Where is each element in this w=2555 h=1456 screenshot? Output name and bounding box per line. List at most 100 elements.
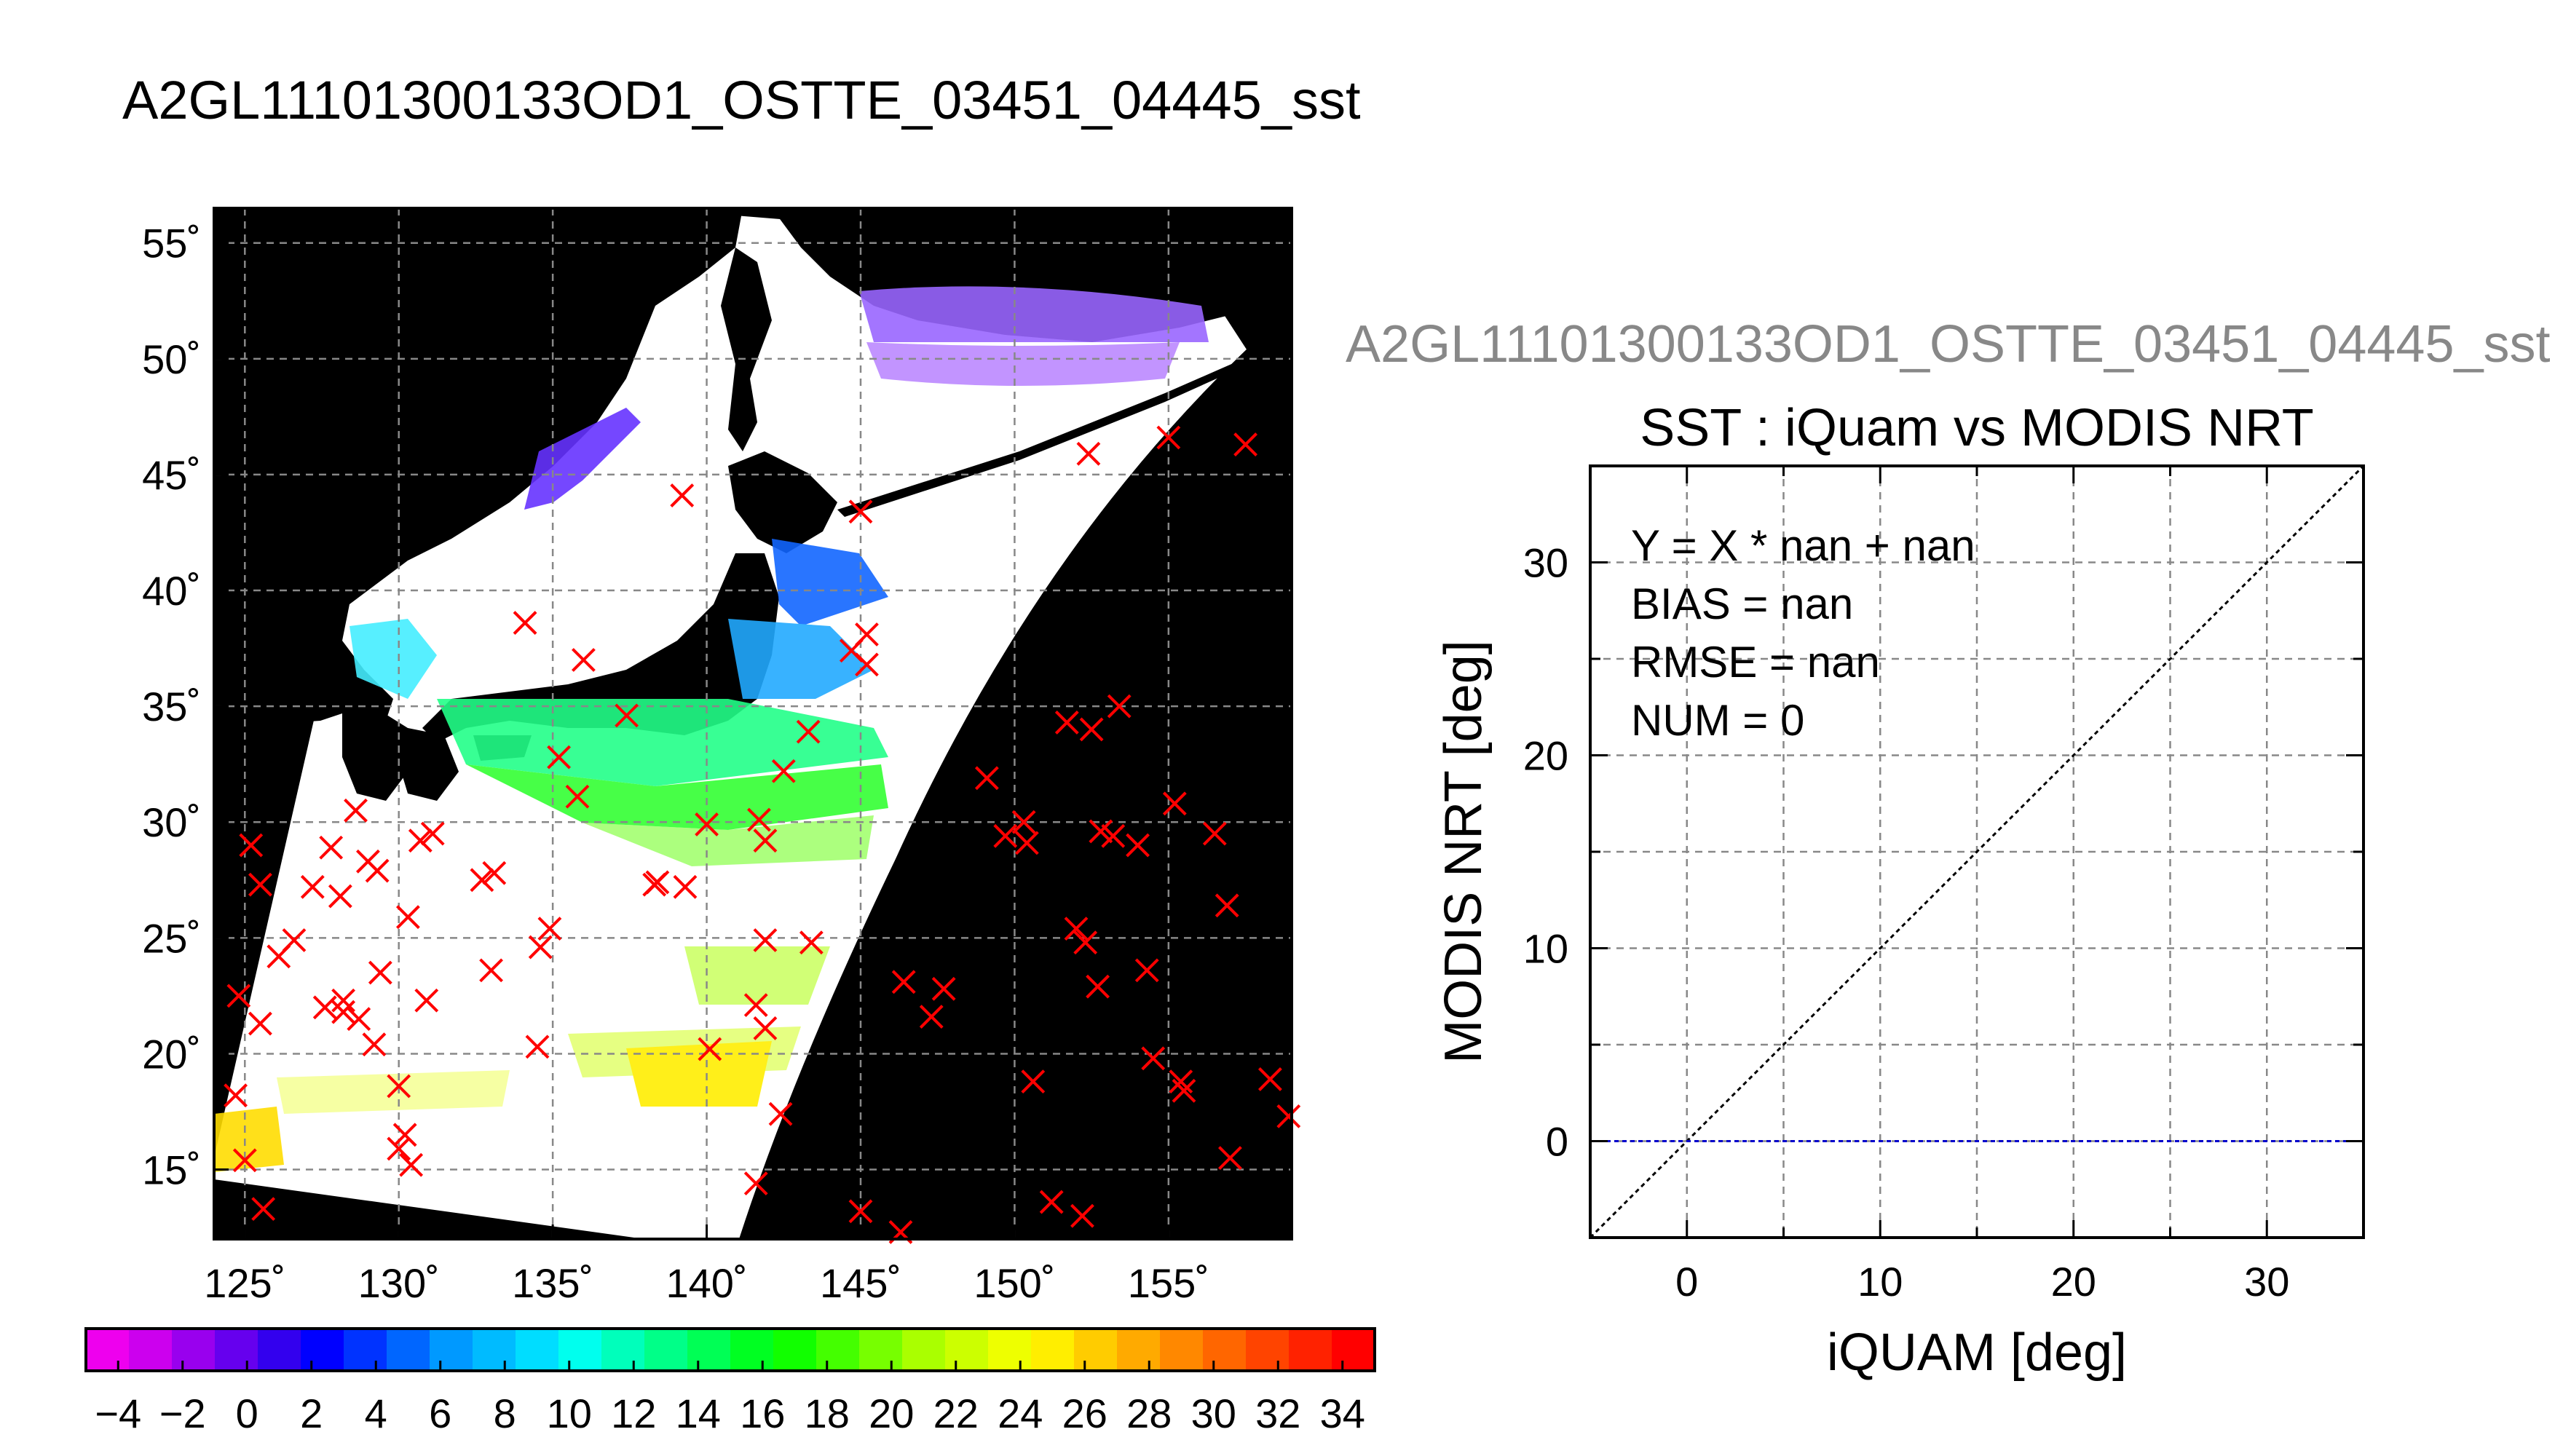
colorbar-cell	[1203, 1329, 1247, 1371]
iquam-point	[399, 1152, 424, 1177]
iquam-point	[408, 828, 433, 853]
colorbar-cell	[687, 1329, 731, 1371]
colorbar-cell	[988, 1329, 1032, 1371]
iquam-point	[525, 1034, 550, 1059]
map-iquam-points	[224, 425, 1301, 1244]
colorbar-tick-label: −2	[159, 1390, 206, 1436]
colorbar-cell	[129, 1329, 173, 1371]
colorbar-cell	[516, 1329, 559, 1371]
iquam-point	[1039, 1190, 1064, 1214]
iquam-point	[232, 1148, 257, 1173]
scatter-title: SST : iQuam vs MODIS NRT	[1640, 399, 2314, 457]
iquam-point	[1086, 974, 1110, 999]
scatter-y-tick-label: 30	[1523, 540, 1568, 586]
colorbar-tick-label: 34	[1320, 1390, 1365, 1436]
iquam-point	[673, 874, 698, 899]
iquam-point	[248, 1011, 272, 1036]
map-lat-tick-label: 25˚	[142, 915, 201, 961]
iquam-point	[645, 870, 670, 895]
iquam-point	[753, 1016, 778, 1040]
colorbar-frame	[84, 1327, 1376, 1372]
identity-line	[1589, 464, 2365, 1239]
map-lat-tick-label: 15˚	[142, 1147, 201, 1193]
colorbar-tick-label: 32	[1255, 1390, 1300, 1436]
colorbar-cell	[859, 1329, 903, 1371]
figure-title: A2GL11101300133OD1_OSTTE_03451_04445_sst	[122, 70, 1361, 130]
iquam-point	[1134, 958, 1159, 983]
iquam-point	[470, 868, 494, 893]
map-lat-tick-label: 55˚	[142, 221, 201, 266]
iquam-point	[572, 648, 596, 672]
iquam-point	[362, 1032, 387, 1057]
iquam-point	[482, 860, 507, 885]
scatter-stat-line: BIAS = nan	[1631, 579, 1853, 628]
scatter-x-tick-label: 10	[1857, 1259, 1903, 1305]
map-lat-tick-label: 35˚	[142, 684, 201, 729]
iquam-point	[931, 976, 956, 1001]
scatter-y-tick-label: 20	[1523, 733, 1568, 779]
map-lat-tick-label: 30˚	[142, 799, 201, 845]
scatter-stat-line: RMSE = nan	[1631, 638, 1880, 687]
iquam-point	[479, 958, 503, 983]
iquam-point	[1162, 791, 1187, 816]
colorbar-cell	[1160, 1329, 1204, 1371]
colorbar-cell	[1117, 1329, 1161, 1371]
scatter-x-tick-label: 0	[1675, 1259, 1698, 1305]
iquam-point	[743, 993, 768, 1018]
iquam-point	[670, 483, 695, 507]
scatter-x-ticks: 0 10 20 30	[1675, 466, 2289, 1305]
iquam-point	[239, 833, 264, 858]
map-lon-tick-label: 125˚	[204, 1260, 285, 1306]
scatter-stat-line: NUM = 0	[1631, 696, 1804, 745]
scatter-x-tick-label: 20	[2051, 1259, 2096, 1305]
iquam-point	[1126, 833, 1150, 858]
map-lon-tick-label: 140˚	[666, 1260, 748, 1306]
colorbar-tick-label: 16	[740, 1390, 785, 1436]
iquam-point	[387, 1074, 411, 1099]
iquam-point	[919, 1005, 944, 1029]
iquam-point	[414, 988, 439, 1013]
scatter-stats: Y = X * nan + nan BIAS = nan RMSE = nan NUM…	[1631, 521, 1975, 745]
iquam-point	[1011, 810, 1036, 834]
colorbar-cell	[601, 1329, 645, 1371]
iquam-point	[848, 1199, 873, 1224]
map-lon-tick-label: 150˚	[974, 1260, 1055, 1306]
colorbar-cell	[1289, 1329, 1332, 1371]
colorbar-tick-label: 0	[236, 1390, 258, 1436]
iquam-point	[1156, 425, 1181, 450]
iquam-point	[848, 499, 873, 524]
colorbar-cell	[387, 1329, 430, 1371]
scatter-ylabel: MODIS NRT [deg]	[1434, 640, 1493, 1064]
iquam-point	[1054, 710, 1079, 735]
colorbar-tick-label: 10	[547, 1390, 592, 1436]
iquam-point	[1257, 1067, 1282, 1091]
iquam-point	[1064, 917, 1089, 941]
colorbar-tick-label: 28	[1126, 1390, 1172, 1436]
iquam-point	[537, 917, 562, 941]
iquam-point	[615, 703, 639, 728]
colorbar-tick-label: 6	[429, 1390, 451, 1436]
colorbar-cell	[945, 1329, 989, 1371]
colorbar-cell	[473, 1329, 516, 1371]
colorbar-cell	[902, 1329, 946, 1371]
iquam-point	[993, 823, 1018, 848]
scatter-subtitle: A2GL11101300133OD1_OSTTE_03451_04445_sst	[1346, 315, 2551, 373]
map-panel: 125˚ 130˚ 135˚ 140˚ 145˚ 150˚ 155˚ 15˚ 20˚ 25˚ 30…	[142, 207, 1301, 1306]
colorbar-tick-label: 24	[998, 1390, 1043, 1436]
iquam-point	[328, 884, 352, 909]
map-lon-tick-label: 145˚	[820, 1260, 901, 1306]
iquam-point	[387, 1136, 411, 1161]
iquam-point	[331, 1000, 356, 1024]
iquam-point	[1021, 1069, 1046, 1094]
map-lon-tick-label: 155˚	[1128, 1260, 1209, 1306]
scatter-y-tick-label: 0	[1546, 1119, 1568, 1165]
iquam-point	[347, 1007, 371, 1032]
iquam-point	[420, 821, 445, 846]
map-lat-tick-label: 20˚	[142, 1031, 201, 1077]
colorbar-tick-label: 30	[1191, 1390, 1236, 1436]
iquam-point	[392, 1123, 417, 1147]
colorbar-cell	[773, 1329, 817, 1371]
iquam-point	[1101, 823, 1126, 848]
colorbar-tick-label: 18	[805, 1390, 850, 1436]
colorbar-tick-label: 22	[933, 1390, 979, 1436]
